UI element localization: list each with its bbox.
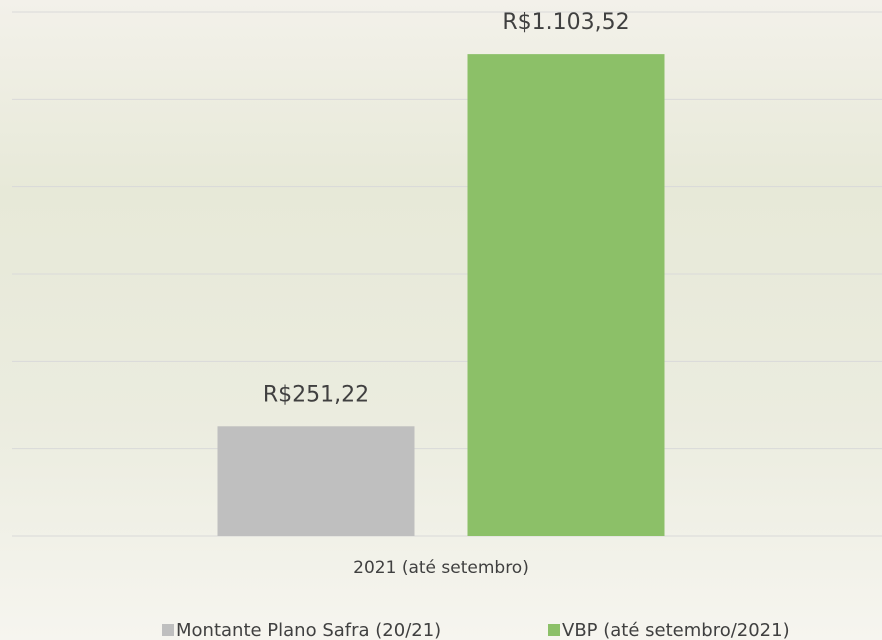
x-tick-label: 2021 (até setembro) bbox=[353, 558, 529, 578]
bar bbox=[467, 54, 665, 536]
data-label: R$1.103,52 bbox=[502, 10, 629, 35]
bar bbox=[217, 426, 415, 536]
data-label: R$251,22 bbox=[263, 382, 369, 407]
legend-label: Montante Plano Safra (20/21) bbox=[176, 620, 441, 640]
legend-label: VBP (até setembro/2021) bbox=[562, 620, 790, 640]
legend-swatch bbox=[162, 624, 174, 636]
legend-swatch bbox=[548, 624, 560, 636]
